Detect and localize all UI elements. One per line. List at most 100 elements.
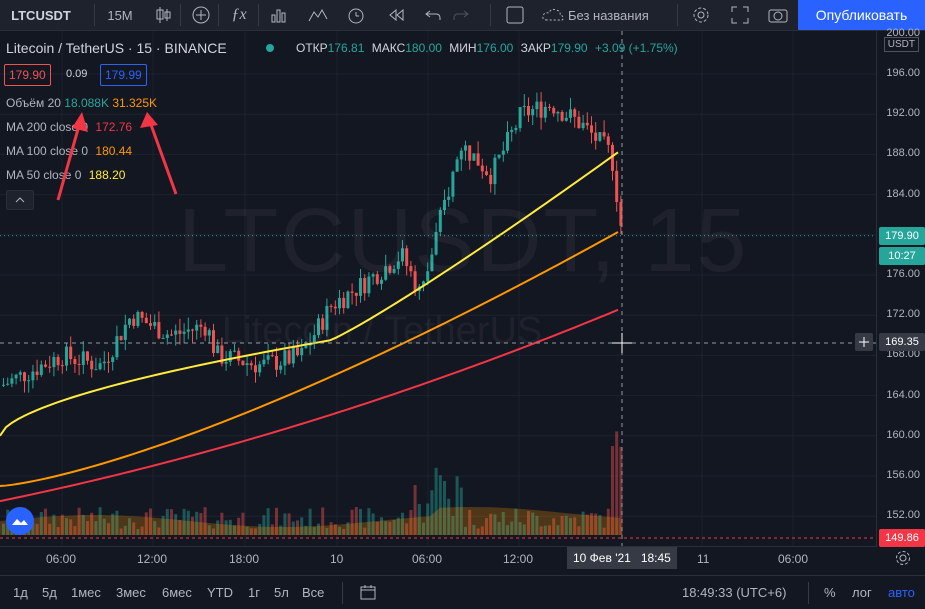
price-tick: 184.00 <box>886 187 920 200</box>
range-ytd[interactable]: YTD <box>207 585 233 600</box>
volume-legend[interactable]: Объём 20 18.088K 31.325K <box>6 96 157 110</box>
candle-body <box>577 116 581 129</box>
percent-toggle[interactable]: % <box>824 585 836 600</box>
ma200-legend[interactable]: MA 200 close 0 172.76 <box>6 120 132 134</box>
range-3m[interactable]: 3мес <box>116 585 146 600</box>
range-6m[interactable]: 6мес <box>162 585 192 600</box>
time-axis[interactable]: 06:00 12:00 18:00 10 06:00 12:00 11 06:0… <box>0 546 877 571</box>
candle-body <box>413 271 417 291</box>
candle-body <box>359 278 362 296</box>
logo-icon[interactable] <box>6 507 34 535</box>
time-tick: 12:00 <box>503 552 534 566</box>
gear-icon[interactable] <box>688 0 714 30</box>
price-tick: 160.00 <box>886 428 920 441</box>
volume-bar <box>86 521 89 535</box>
buy-price[interactable]: 179.99 <box>100 64 147 86</box>
change-value: +3.09 (+1.75%) <box>594 41 678 55</box>
candle-body <box>262 359 266 365</box>
chart-settings-button[interactable] <box>895 550 911 571</box>
candle-body <box>590 125 593 133</box>
replay-icon[interactable] <box>383 0 409 30</box>
layout-name[interactable]: Без названия <box>568 7 649 23</box>
candle-body <box>191 329 194 331</box>
candle-body <box>212 330 215 353</box>
volume-bar <box>35 523 39 535</box>
ma200-line <box>0 308 619 503</box>
candle-body <box>514 127 518 131</box>
price-chart[interactable] <box>0 31 877 546</box>
candle-body <box>531 109 535 116</box>
volume-bar <box>237 517 241 535</box>
status-dot <box>266 44 274 52</box>
volume-ma-area <box>0 507 622 535</box>
bottom-toolbar: 1д 5д 1мес 3мес 6мес YTD 1г 5л Все 18:49… <box>0 575 925 609</box>
log-toggle[interactable]: лог <box>852 585 872 600</box>
volume-bar <box>506 525 509 535</box>
clock-timezone[interactable]: 18:49:33 (UTC+6) <box>682 585 787 600</box>
volume-bar <box>514 508 518 535</box>
undo-icon[interactable] <box>420 0 446 30</box>
candles-icon[interactable] <box>150 0 176 30</box>
range-1y[interactable]: 1г <box>248 585 260 600</box>
volume-bar <box>203 507 207 535</box>
volume-bar <box>573 517 577 535</box>
candle-body <box>283 350 287 366</box>
alarm-icon[interactable] <box>343 0 369 30</box>
candle-body <box>65 346 68 366</box>
ma100-legend[interactable]: MA 100 close 0 180.44 <box>6 144 132 158</box>
redo-icon[interactable] <box>448 0 474 30</box>
currency-label[interactable]: USDT <box>883 37 919 52</box>
low-label: МИН <box>449 41 477 55</box>
cloud-icon[interactable] <box>538 0 568 30</box>
candle-body <box>476 153 480 166</box>
publish-button[interactable]: Опубликовать <box>798 0 925 30</box>
volume-bar <box>598 514 602 535</box>
range-1d[interactable]: 1д <box>13 585 28 600</box>
candle-body <box>401 248 404 262</box>
fx-icon[interactable]: ƒx <box>231 6 247 23</box>
volume-bar <box>279 525 283 535</box>
fullscreen-icon[interactable] <box>727 0 753 30</box>
toolbar-divider <box>677 4 678 26</box>
volume-bar <box>438 475 442 535</box>
volume-bar <box>464 526 467 535</box>
add-alert-button[interactable] <box>855 333 873 351</box>
candle-body <box>459 150 463 160</box>
candle-body <box>86 351 89 361</box>
volume-bar <box>501 512 505 535</box>
chart-pane[interactable] <box>0 31 925 546</box>
candle-body <box>472 153 476 161</box>
auto-toggle[interactable]: авто <box>888 585 915 600</box>
camera-icon[interactable] <box>765 0 791 30</box>
square-icon[interactable] <box>502 0 528 30</box>
volume-bar <box>241 512 245 535</box>
volume-bar <box>81 514 85 535</box>
low-value: 176.00 <box>476 41 514 55</box>
symbol-search[interactable]: LTCUSDT <box>11 7 71 23</box>
volume-bar <box>174 514 178 535</box>
plus-circle-icon[interactable] <box>188 0 214 30</box>
candle-body <box>254 365 257 373</box>
volume-bar <box>371 513 375 535</box>
volume-bar <box>564 515 568 535</box>
range-all[interactable]: Все <box>302 585 325 600</box>
price-axis[interactable]: 200.00196.00192.00188.00184.00180.00176.… <box>876 27 925 546</box>
collapse-legend-button[interactable] <box>6 190 34 210</box>
candle-body <box>569 109 572 118</box>
ma50-line <box>0 151 619 437</box>
candle-body <box>149 323 152 326</box>
range-5y[interactable]: 5л <box>274 585 289 600</box>
date-range-button[interactable] <box>360 584 376 605</box>
volume-bar <box>577 526 581 535</box>
candle-body <box>237 350 241 361</box>
sell-price[interactable]: 179.90 <box>4 64 51 86</box>
volume-bar <box>615 431 619 535</box>
candle-body <box>354 292 358 296</box>
volume-bar <box>73 526 77 535</box>
waves-icon[interactable] <box>305 0 331 30</box>
bars-icon[interactable] <box>266 0 292 30</box>
range-5d[interactable]: 5д <box>42 585 57 600</box>
candle-body <box>585 122 589 126</box>
range-1m[interactable]: 1мес <box>71 585 101 600</box>
interval-button[interactable]: 15M <box>107 7 133 23</box>
